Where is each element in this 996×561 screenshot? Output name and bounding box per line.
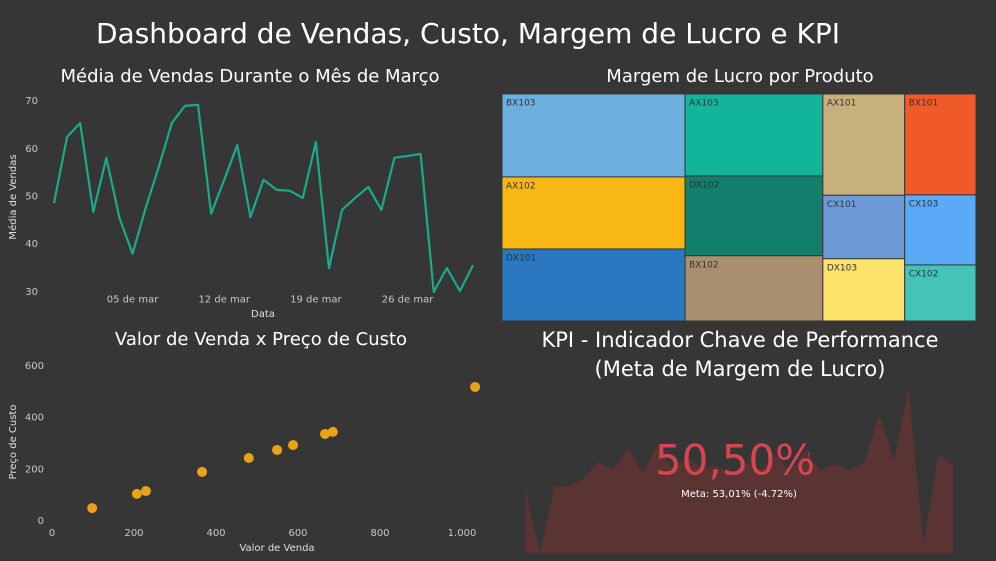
chart-title: Margem de Lucro por Produto bbox=[606, 66, 873, 87]
x-tick-label: 26 de mar bbox=[382, 295, 434, 306]
scatter-point bbox=[131, 488, 142, 499]
tile-label: DX101 bbox=[506, 254, 536, 264]
x-axis-title: Valor de Venda bbox=[239, 543, 314, 554]
treemap-tile bbox=[822, 258, 906, 322]
kpi-goal: Meta: 53,01% (-4.72%) bbox=[681, 489, 797, 500]
scatter-point bbox=[470, 381, 481, 392]
chart-title: Valor de Venda x Preço de Custo bbox=[115, 329, 407, 350]
x-tick-label: 1.000 bbox=[448, 528, 477, 539]
x-tick-label: 600 bbox=[288, 528, 307, 539]
tile-label: AX103 bbox=[689, 99, 719, 109]
scatter-point bbox=[327, 426, 338, 437]
y-axis-title: Média de Vendas bbox=[7, 154, 19, 239]
treemap-tile bbox=[684, 175, 824, 257]
x-tick-label: 800 bbox=[370, 528, 389, 539]
treemap-tile bbox=[904, 93, 977, 196]
x-tick-label: 0 bbox=[49, 528, 55, 539]
x-tick-label: 19 de mar bbox=[290, 295, 342, 306]
treemap-tile bbox=[684, 93, 824, 177]
tile-label: CX102 bbox=[909, 270, 939, 280]
y-tick-label: 30 bbox=[25, 287, 38, 298]
kpi-value: 50,50% bbox=[655, 436, 815, 485]
kpi-status-icon: ! bbox=[807, 452, 811, 462]
tile-label: DX102 bbox=[689, 181, 719, 191]
tile-label: AX101 bbox=[827, 99, 857, 109]
tile-label: AX102 bbox=[506, 182, 536, 192]
tile-label: CX101 bbox=[827, 200, 857, 210]
x-tick-label: 05 de mar bbox=[107, 295, 159, 306]
scatter-point bbox=[320, 428, 331, 439]
y-tick-label: 400 bbox=[25, 413, 44, 424]
y-tick-label: 50 bbox=[25, 192, 38, 203]
y-tick-label: 40 bbox=[25, 239, 38, 250]
scatter-point bbox=[288, 440, 299, 451]
line-series bbox=[52, 103, 474, 294]
x-tick-label: 200 bbox=[124, 528, 143, 539]
treemap-tile bbox=[501, 93, 686, 178]
tile-label: DX103 bbox=[827, 263, 857, 273]
tile-label: BX101 bbox=[909, 99, 939, 109]
scatter-point bbox=[87, 503, 98, 514]
tile-label: BX102 bbox=[689, 260, 719, 270]
y-tick-label: 0 bbox=[38, 516, 44, 527]
x-tick-label: 400 bbox=[206, 528, 225, 539]
scatter-point bbox=[243, 452, 254, 463]
y-tick-label: 200 bbox=[25, 464, 44, 475]
x-tick-label: 12 de mar bbox=[198, 295, 250, 306]
kpi-title-box: KPI - Indicador Chave de Performance (Me… bbox=[541, 328, 939, 381]
kpi-trend-area bbox=[525, 390, 953, 553]
y-tick-label: 70 bbox=[25, 96, 38, 107]
treemap-tile bbox=[904, 264, 977, 322]
scatter-point bbox=[272, 444, 283, 455]
treemap-tile bbox=[822, 93, 906, 196]
treemap-tile bbox=[501, 176, 686, 250]
chart-title: Média de Vendas Durante o Mês de Março bbox=[60, 66, 439, 87]
dashboard-title: Dashboard de Vendas, Custo, Margem de Lu… bbox=[96, 17, 840, 50]
treemap-tile bbox=[684, 255, 824, 322]
scatter-point bbox=[197, 466, 208, 477]
tile-label: BX103 bbox=[506, 99, 536, 109]
kpi-title: KPI - Indicador Chave de Performance (Me… bbox=[541, 328, 939, 381]
y-tick-label: 600 bbox=[25, 361, 44, 372]
tile-label: CX103 bbox=[909, 199, 939, 209]
scatter-point bbox=[140, 486, 151, 497]
y-axis-title: Preço de Custo bbox=[8, 405, 19, 480]
y-tick-label: 60 bbox=[25, 144, 38, 155]
treemap-tile bbox=[501, 248, 686, 322]
x-axis-title: Data bbox=[251, 309, 275, 320]
